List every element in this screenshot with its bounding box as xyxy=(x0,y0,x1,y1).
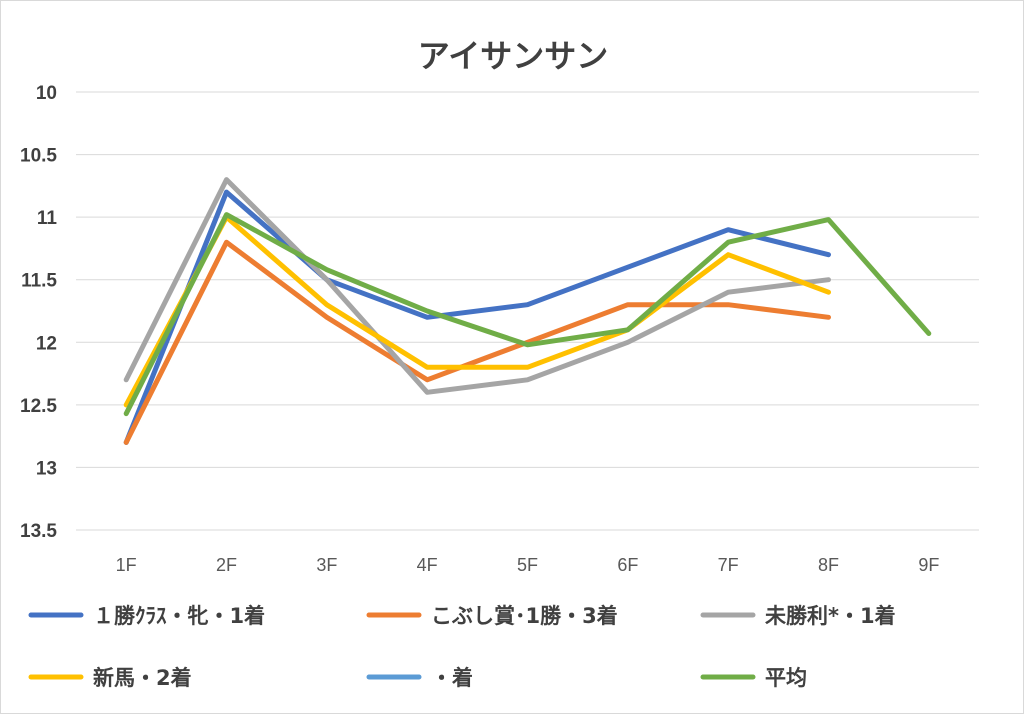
legend-item: 平均 xyxy=(700,666,807,690)
legend-label: ・着 xyxy=(431,666,473,690)
gridlines xyxy=(76,91,979,531)
x-tick-label: 6F xyxy=(617,555,638,575)
series-line-1 xyxy=(123,189,831,445)
y-tick-label: 13 xyxy=(36,458,57,479)
series-line-4 xyxy=(123,214,831,408)
legend-item: 未勝利*・1着 xyxy=(700,604,896,628)
y-tick-label: 11 xyxy=(37,208,58,229)
legend-label: 平均 xyxy=(765,666,807,690)
y-tick-label: 12 xyxy=(36,333,57,354)
legend-item: 新馬・2着 xyxy=(28,666,192,690)
legend-label: こぶし賞･1勝・3着 xyxy=(431,604,618,628)
x-tick-label: 9F xyxy=(918,555,939,575)
x-tick-label: 8F xyxy=(818,555,839,575)
x-tick-label: 1F xyxy=(116,555,137,575)
x-tick-label: 3F xyxy=(316,555,337,575)
series-line-2 xyxy=(123,239,831,445)
legend-item: こぶし賞･1勝・3着 xyxy=(366,604,618,628)
legend-label: 未勝利*・1着 xyxy=(765,604,896,628)
y-tick-label: 12.5 xyxy=(20,396,57,417)
legend-label: 新馬・2着 xyxy=(93,666,192,690)
x-axis-tick-labels: 1F 2F 3F 4F 5F 6F 7F 8F 9F xyxy=(116,555,940,575)
y-tick-label: 10.5 xyxy=(20,146,57,167)
y-tick-label: 10 xyxy=(36,83,57,104)
x-tick-label: 7F xyxy=(718,555,739,575)
series-line-6 xyxy=(123,212,932,417)
legend-item: ・着 xyxy=(366,666,473,690)
x-tick-label: 4F xyxy=(417,555,438,575)
y-tick-label: 13.5 xyxy=(20,521,57,542)
x-tick-label: 2F xyxy=(216,555,237,575)
y-tick-label: 11.5 xyxy=(21,271,57,292)
legend-label: １勝ｸﾗｽ・牝・1着 xyxy=(93,604,265,628)
series-line-3 xyxy=(123,177,831,395)
legend-item: １勝ｸﾗｽ・牝・1着 xyxy=(28,604,265,628)
y-axis-tick-labels: 10 10.5 11 11.5 12 12.5 13 13.5 xyxy=(20,83,57,542)
chart-title: アイサンサン xyxy=(418,37,608,75)
series-lines xyxy=(123,177,932,445)
x-tick-label: 5F xyxy=(517,555,538,575)
